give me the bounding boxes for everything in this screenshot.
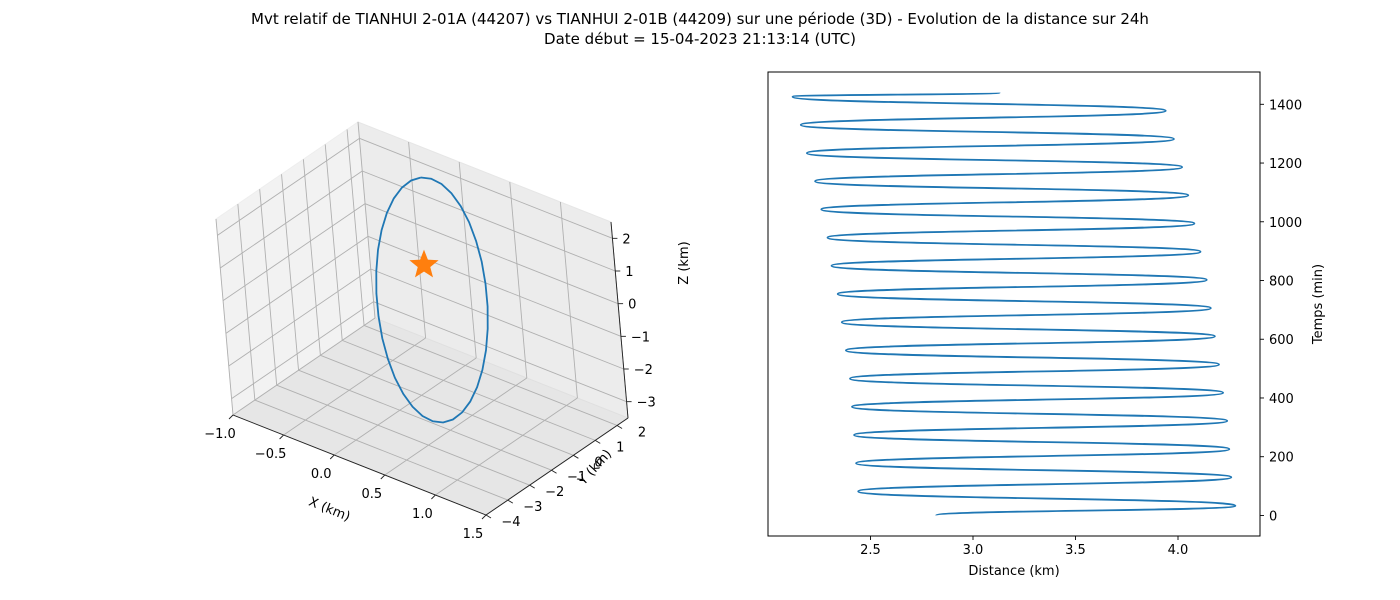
y-tick <box>507 499 514 504</box>
y-tick-label: 200 <box>1269 451 1294 466</box>
grid-line <box>346 129 365 326</box>
y-tick-label: 600 <box>1269 333 1294 348</box>
grid-line <box>559 201 578 399</box>
y-tick-label: −2 <box>545 485 564 500</box>
grid-line <box>217 137 360 236</box>
grid-line <box>384 377 528 476</box>
y-tick <box>594 439 601 444</box>
grid-line <box>333 357 477 456</box>
x-tick-label: 4.0 <box>1168 543 1189 558</box>
z-axis-label: Z (km) <box>677 241 692 284</box>
grid-line <box>364 203 619 305</box>
grid-line <box>237 204 256 401</box>
x-tick <box>329 454 335 460</box>
grid-line <box>373 301 627 403</box>
grid-line <box>408 141 427 339</box>
y-tick <box>529 484 535 489</box>
grid-line <box>276 384 530 486</box>
grid-line <box>357 121 376 319</box>
distance-series-line <box>791 91 1237 517</box>
grid-line <box>363 325 618 426</box>
y-tick-label: 1 <box>616 440 624 455</box>
y-tick-label: −4 <box>501 515 520 530</box>
y-axis-label: Temps (min) <box>1311 264 1326 345</box>
x-tick <box>481 514 487 520</box>
y-tick <box>485 514 492 519</box>
y-tick-label: 400 <box>1269 392 1294 407</box>
x-tick-label: −0.5 <box>255 447 287 462</box>
y-axis-label: Y (km) <box>575 447 615 489</box>
grid-line <box>320 354 574 456</box>
plot-frame <box>767 71 1261 537</box>
grid-line <box>225 235 369 334</box>
y-axis-line <box>485 417 629 516</box>
y-tick-label: 1400 <box>1269 98 1302 113</box>
y-tick <box>616 425 623 429</box>
grid-line <box>215 218 234 416</box>
grid-line <box>254 399 509 501</box>
x-tick-label: 3.5 <box>1065 543 1086 558</box>
z-axis-line <box>610 221 629 419</box>
z-tick-label: 1 <box>625 265 633 280</box>
x-axis-label: X (km) <box>306 495 352 525</box>
grid-line <box>359 137 613 239</box>
grid-line <box>324 144 343 341</box>
x-tick-label: 0.0 <box>311 467 332 482</box>
y-tick-label: 0 <box>1269 509 1277 524</box>
grid-line <box>231 301 374 400</box>
y-tick-label: −3 <box>523 500 542 515</box>
origin-star-marker <box>409 249 439 278</box>
x-tick <box>228 414 234 420</box>
y-tick <box>573 454 579 459</box>
x-tick-label: 2.5 <box>860 543 881 558</box>
x-tick-label: 1.5 <box>463 527 484 542</box>
x-axis-line <box>232 414 487 516</box>
z-tick-label: 0 <box>628 298 636 313</box>
y-tick-label: −1 <box>567 470 586 485</box>
y-tick-label: 0 <box>594 455 602 470</box>
grid-line <box>362 170 616 272</box>
grid-line <box>228 268 372 367</box>
x-tick-label: 0.5 <box>361 487 382 502</box>
orbit-3d-chart: −1.0−0.50.00.51.01.5−4−3−2−1012−3−2−1012… <box>204 121 692 542</box>
grid-line <box>222 203 366 302</box>
grid-line <box>435 397 578 496</box>
z-tick-label: −2 <box>634 363 653 378</box>
x-axis-label: Distance (km) <box>968 564 1059 579</box>
y-tick-label: 2 <box>638 425 646 440</box>
grid-line <box>302 159 321 356</box>
grid-line <box>281 174 299 371</box>
figure-subtitle: Date début = 15-04-2023 21:13:14 (UTC) <box>544 30 856 48</box>
grid-line <box>283 337 426 436</box>
x-tick <box>380 474 386 480</box>
x-tick-label: 1.0 <box>412 507 433 522</box>
y-tick-label: 1000 <box>1269 216 1302 231</box>
z-tick-label: −1 <box>631 330 650 345</box>
distance-time-chart: 2.5 3.0 3.5 4.0 0 200 400 600 800 1000 1200 1400 Dis… <box>767 71 1326 579</box>
grid-line <box>232 317 376 416</box>
x-tick <box>279 434 284 440</box>
grid-line <box>298 369 552 471</box>
z-tick-label: 2 <box>622 232 630 247</box>
x-tick-label: 3.0 <box>963 543 984 558</box>
y-tick-label: 1200 <box>1269 157 1302 172</box>
grid-line <box>458 161 477 359</box>
grid-line <box>342 339 596 441</box>
x-tick-label: −1.0 <box>204 427 236 442</box>
x-tick <box>431 494 436 500</box>
grid-line <box>370 268 624 370</box>
figure-title: Mvt relatif de TIANHUI 2-01A (44207) vs … <box>251 10 1149 28</box>
y-tick <box>551 469 557 474</box>
grid-line <box>509 181 528 379</box>
orbit-series-line <box>375 176 489 424</box>
z-tick-label: −3 <box>637 396 656 411</box>
grid-line <box>367 235 622 337</box>
y-tick-label: 800 <box>1269 275 1294 290</box>
grid-line <box>219 170 363 269</box>
grid-line <box>259 189 278 386</box>
